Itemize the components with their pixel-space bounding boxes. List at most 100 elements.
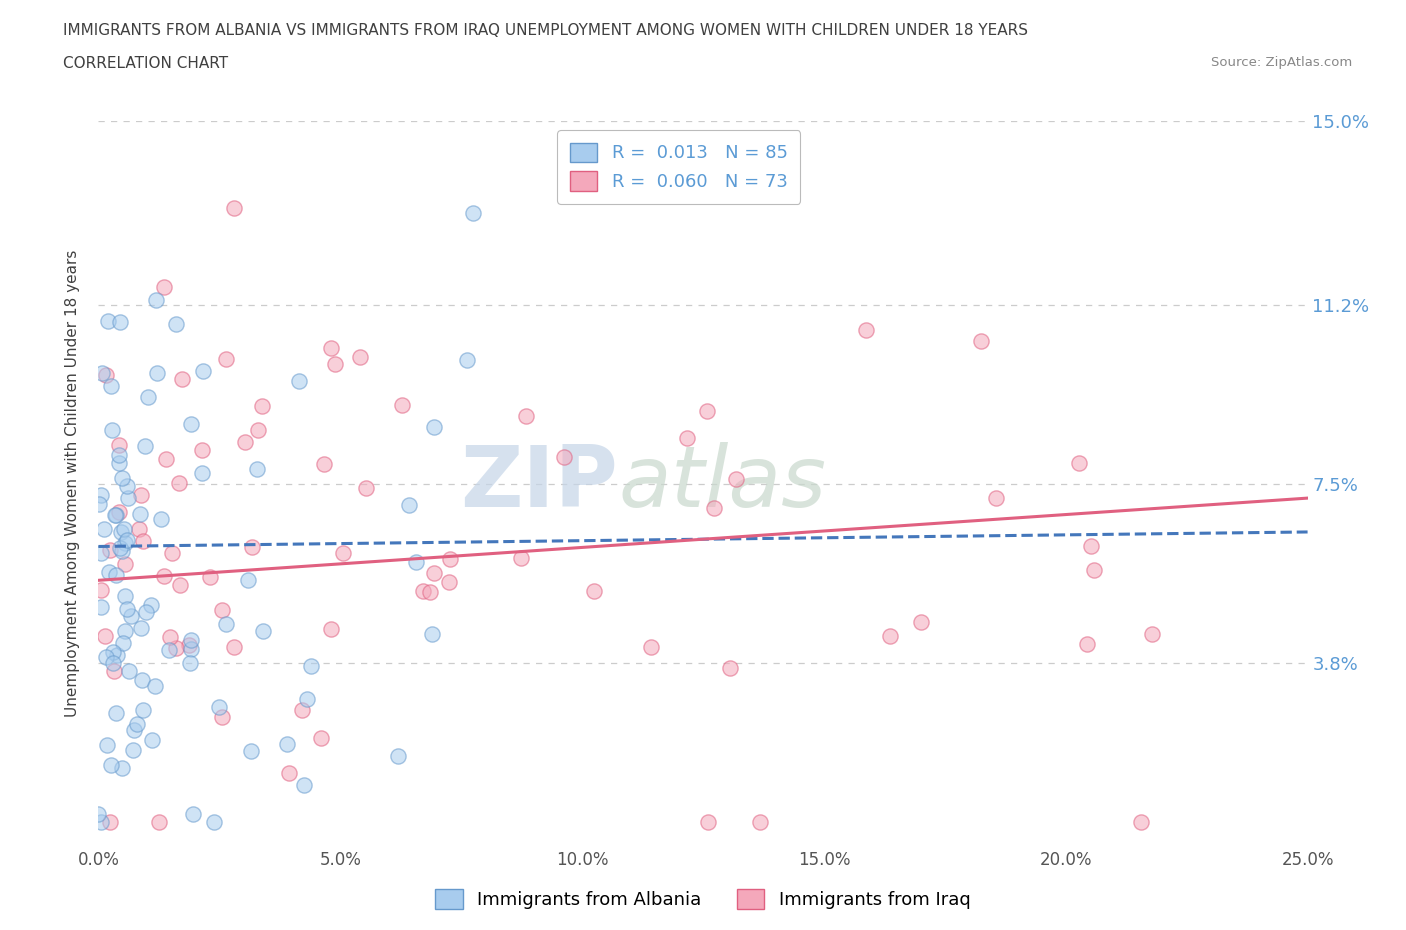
Point	[129, 620, 152, 635]
Point	[354, 481, 377, 496]
Point	[295, 691, 318, 706]
Point	[456, 352, 478, 367]
Point	[211, 710, 233, 724]
Legend: Immigrants from Albania, Immigrants from Iraq: Immigrants from Albania, Immigrants from…	[429, 882, 977, 916]
Point	[160, 545, 183, 560]
Point	[114, 556, 136, 571]
Point	[1080, 539, 1102, 554]
Point	[319, 621, 342, 636]
Point	[129, 487, 152, 502]
Point	[423, 419, 446, 434]
Point	[111, 471, 134, 485]
Point	[101, 644, 124, 659]
Point	[697, 815, 720, 830]
Point	[91, 365, 114, 380]
Point	[179, 656, 201, 671]
Point	[145, 292, 167, 307]
Point	[105, 508, 128, 523]
Point	[153, 568, 176, 583]
Point	[128, 521, 150, 536]
Point	[115, 533, 138, 548]
Point	[122, 723, 145, 737]
Text: ZIP: ZIP	[461, 442, 619, 525]
Point	[1130, 815, 1153, 830]
Point	[181, 806, 204, 821]
Y-axis label: Unemployment Among Women with Children Under 18 years: Unemployment Among Women with Children U…	[65, 250, 80, 717]
Point	[463, 206, 485, 220]
Point	[233, 434, 256, 449]
Point	[169, 475, 191, 490]
Point	[292, 777, 315, 792]
Point	[180, 642, 202, 657]
Point	[118, 664, 141, 679]
Text: atlas: atlas	[619, 442, 827, 525]
Legend: R =  0.013   N = 85, R =  0.060   N = 73: R = 0.013 N = 85, R = 0.060 N = 73	[557, 130, 800, 204]
Point	[553, 450, 575, 465]
Point	[309, 730, 332, 745]
Point	[312, 457, 335, 472]
Point	[136, 389, 159, 404]
Point	[103, 663, 125, 678]
Point	[132, 703, 155, 718]
Point	[984, 490, 1007, 505]
Point	[155, 451, 177, 466]
Point	[146, 365, 169, 380]
Point	[748, 815, 770, 830]
Point	[640, 640, 662, 655]
Point	[291, 703, 314, 718]
Point	[141, 733, 163, 748]
Point	[97, 565, 120, 579]
Point	[115, 479, 138, 494]
Point	[246, 462, 269, 477]
Point	[325, 356, 347, 371]
Point	[120, 608, 142, 623]
Point	[114, 589, 136, 604]
Text: CORRELATION CHART: CORRELATION CHART	[63, 56, 228, 71]
Point	[165, 641, 187, 656]
Text: IMMIGRANTS FROM ALBANIA VS IMMIGRANTS FROM IRAQ UNEMPLOYMENT AMONG WOMEN WITH CH: IMMIGRANTS FROM ALBANIA VS IMMIGRANTS FR…	[63, 23, 1028, 38]
Point	[148, 815, 170, 830]
Point	[879, 629, 901, 644]
Point	[204, 815, 226, 830]
Point	[332, 546, 354, 561]
Point	[198, 569, 221, 584]
Point	[97, 313, 120, 328]
Point	[299, 658, 322, 673]
Point	[108, 447, 131, 462]
Point	[676, 431, 699, 445]
Point	[127, 717, 149, 732]
Point	[90, 815, 112, 830]
Point	[1067, 455, 1090, 470]
Point	[211, 603, 233, 618]
Point	[412, 584, 434, 599]
Point	[172, 371, 194, 386]
Point	[422, 565, 444, 580]
Point	[398, 498, 420, 512]
Point	[96, 367, 118, 382]
Point	[112, 522, 135, 537]
Point	[222, 201, 245, 216]
Point	[1083, 563, 1105, 578]
Point	[100, 422, 122, 437]
Point	[582, 583, 605, 598]
Point	[238, 572, 260, 587]
Point	[108, 540, 131, 555]
Point	[131, 672, 153, 687]
Point	[134, 438, 156, 453]
Point	[110, 525, 132, 540]
Point	[252, 398, 274, 413]
Point	[89, 497, 111, 512]
Point	[90, 583, 112, 598]
Point	[515, 409, 537, 424]
Point	[910, 615, 932, 630]
Point	[703, 501, 725, 516]
Point	[108, 437, 131, 452]
Point	[246, 423, 269, 438]
Point	[215, 617, 238, 631]
Point	[105, 706, 128, 721]
Point	[177, 637, 200, 652]
Point	[215, 352, 238, 366]
Point	[191, 364, 214, 379]
Point	[391, 398, 413, 413]
Point	[240, 744, 263, 759]
